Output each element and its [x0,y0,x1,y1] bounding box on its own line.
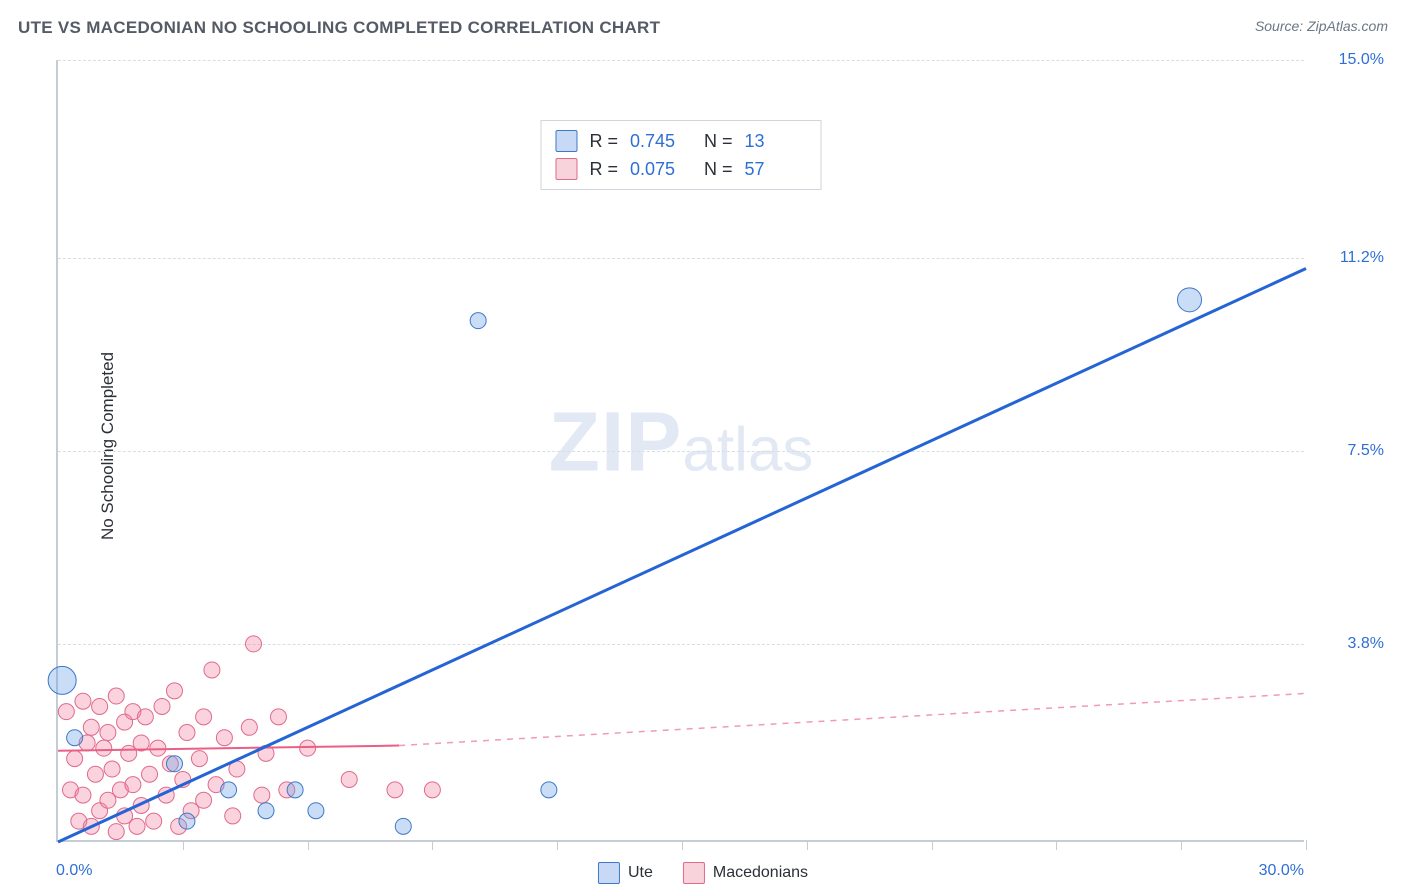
stats-row-macedonians: R = 0.075 N = 57 [555,155,806,183]
legend-label-ute: Ute [628,864,653,882]
stats-row-ute: R = 0.745 N = 13 [555,127,806,155]
r-value-macedonians: 0.075 [630,155,692,183]
macedonians-trendline-dashed [399,693,1306,745]
n-label: N = [704,155,733,183]
y-tick-label: 7.5% [1348,442,1384,460]
x-axis-min-label: 0.0% [56,862,92,880]
chart-header: UTE VS MACEDONIAN NO SCHOOLING COMPLETED… [18,18,1388,48]
r-label: R = [589,155,618,183]
plot-area: ZIPatlas R = 0.745 N = 13 R = 0.075 N = … [56,60,1304,842]
source-attribution: Source: ZipAtlas.com [1255,18,1388,34]
legend-label-macedonians: Macedonians [713,864,808,882]
source-name: ZipAtlas.com [1307,18,1388,34]
legend-swatch-ute [598,862,620,884]
n-label: N = [704,127,733,155]
chart-legend: Ute Macedonians [598,862,808,884]
r-label: R = [589,127,618,155]
y-tick-label: 3.8% [1348,635,1384,653]
swatch-ute [555,130,577,152]
swatch-macedonians [555,158,577,180]
ute-points [48,288,1201,835]
y-tick-label: 15.0% [1339,51,1384,69]
r-value-ute: 0.745 [630,127,692,155]
ute-trendline [58,269,1306,842]
legend-swatch-macedonians [683,862,705,884]
x-axis-max-label: 30.0% [1259,862,1304,880]
source-prefix: Source: [1255,18,1307,34]
n-value-ute: 13 [745,127,807,155]
chart-title: UTE VS MACEDONIAN NO SCHOOLING COMPLETED… [18,18,1388,38]
legend-item-ute: Ute [598,862,653,884]
macedonians-points [58,636,440,840]
n-value-macedonians: 57 [745,155,807,183]
legend-item-macedonians: Macedonians [683,862,808,884]
y-tick-label: 11.2% [1340,249,1384,267]
stats-legend-box: R = 0.745 N = 13 R = 0.075 N = 57 [540,120,821,190]
